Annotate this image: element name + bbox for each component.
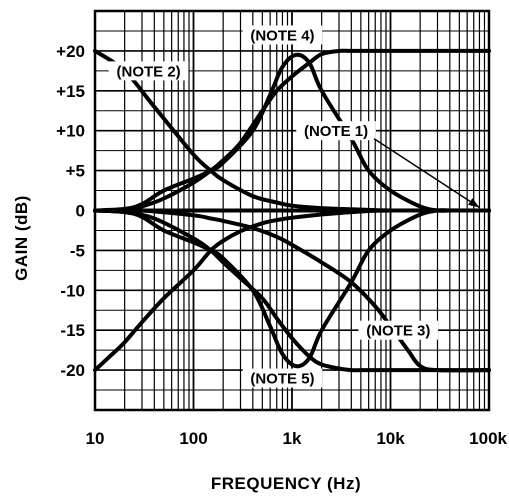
note-label: (NOTE 5) bbox=[250, 371, 314, 388]
series-line-4 bbox=[93, 52, 491, 213]
note-label: (NOTE 3) bbox=[366, 323, 430, 340]
note-label-background bbox=[296, 121, 376, 141]
note-label-background bbox=[242, 368, 323, 388]
y-tick-label: -10 bbox=[60, 281, 85, 300]
x-tick-label: 100k bbox=[469, 429, 507, 448]
note-label: (NOTE 2) bbox=[117, 63, 181, 80]
y-tick-label: +5 bbox=[66, 162, 85, 181]
curves bbox=[93, 48, 491, 373]
y-tick-label: 0 bbox=[76, 202, 85, 221]
y-tick-label: +10 bbox=[56, 122, 85, 141]
y-axis-title: GAIN (dB) bbox=[12, 195, 31, 281]
x-tick-label: 100 bbox=[179, 429, 207, 448]
series-line-5 bbox=[93, 208, 491, 369]
note-1-arrow-line bbox=[373, 138, 480, 209]
x-tick-label: 10 bbox=[86, 429, 105, 448]
note-label-background bbox=[242, 25, 323, 45]
note-label-background bbox=[108, 61, 189, 81]
note-1-arrow-head bbox=[468, 198, 480, 208]
y-tick-label: +15 bbox=[56, 82, 85, 101]
series-line-8 bbox=[93, 208, 491, 373]
x-axis-title: FREQUENCY (Hz) bbox=[211, 474, 361, 493]
note-label-background bbox=[358, 320, 439, 340]
y-tick-label: -20 bbox=[60, 361, 85, 380]
y-tick-label: +20 bbox=[56, 42, 85, 61]
x-tick-label: 1k bbox=[283, 429, 302, 448]
y-tick-label: -5 bbox=[70, 241, 85, 260]
plot-frame bbox=[93, 9, 491, 412]
x-tick-labels: 10 100 1k 10k 100k bbox=[86, 429, 508, 448]
y-tick-labels: +20 +15 +10 +5 0 -5 -10 -15 -20 bbox=[56, 42, 85, 380]
annotations: (NOTE 1) (NOTE 2) (NOTE 3) (NOTE 4) (NOTE 5) bbox=[108, 25, 480, 388]
x-tick-label: 10k bbox=[376, 429, 405, 448]
y-tick-label: -15 bbox=[60, 321, 85, 340]
note-label: (NOTE 4) bbox=[250, 27, 314, 44]
series-line-6 bbox=[93, 48, 491, 213]
note-label: (NOTE 1) bbox=[304, 123, 368, 140]
plot-border bbox=[93, 9, 491, 412]
series-line-7 bbox=[93, 208, 491, 373]
series-line-3 bbox=[93, 208, 491, 373]
